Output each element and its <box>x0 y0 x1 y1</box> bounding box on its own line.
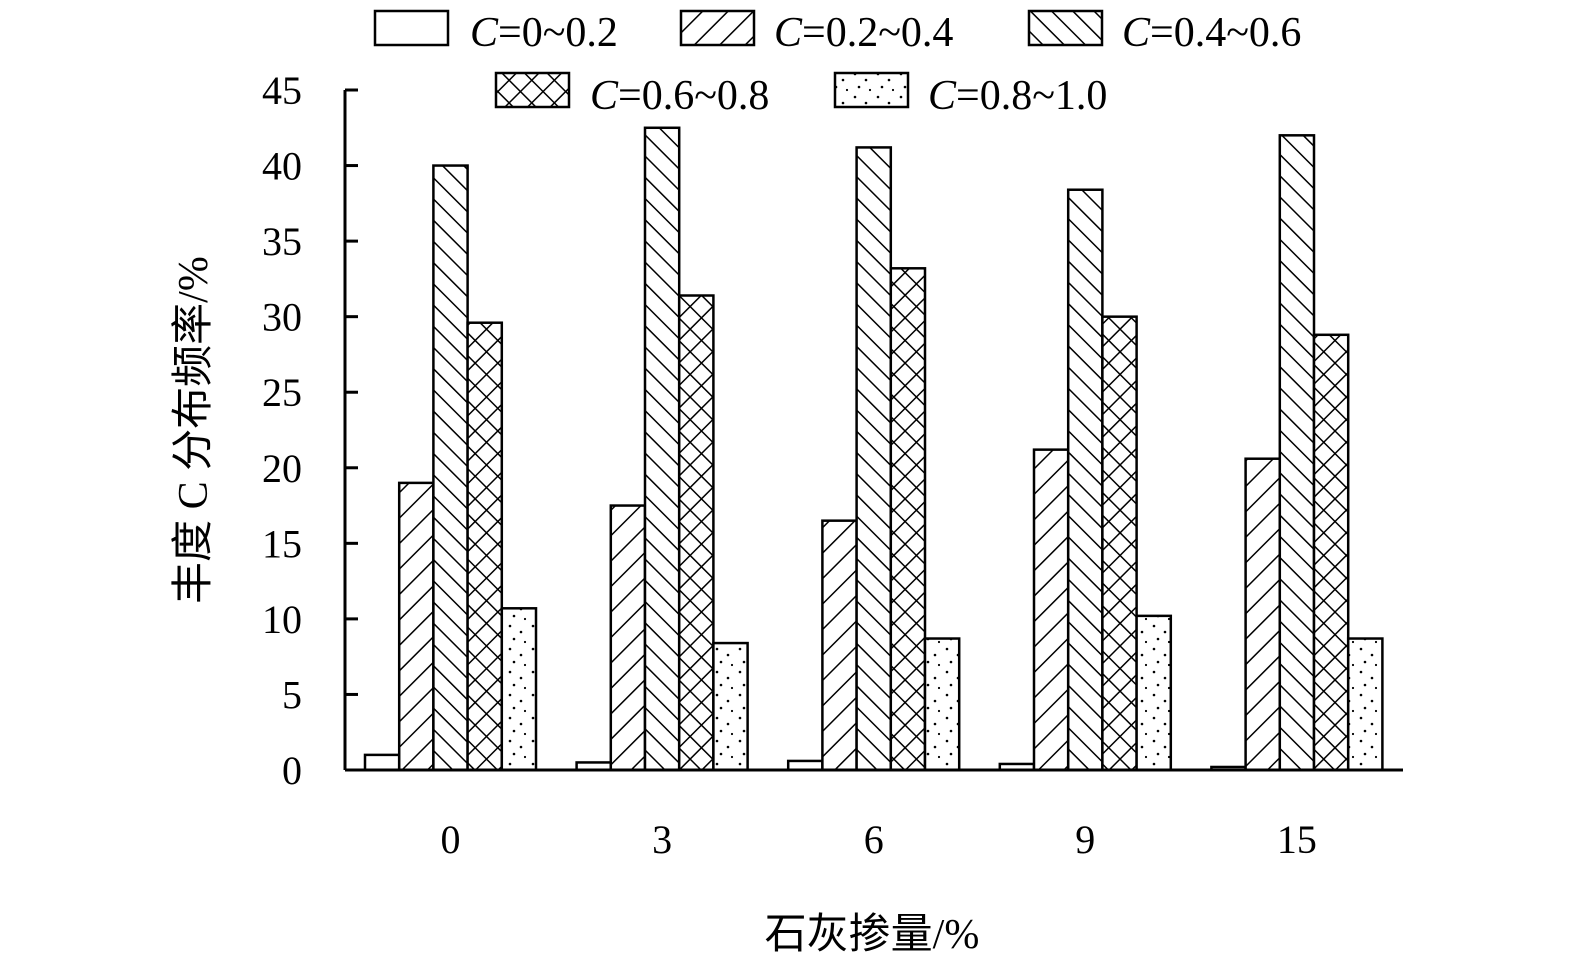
bar <box>1135 614 1173 772</box>
legend-swatch <box>494 71 571 109</box>
bar <box>712 641 749 772</box>
x-tick-label: 9 <box>1075 817 1095 862</box>
legend-label-suffix: =0.2~0.4 <box>802 10 953 56</box>
legend-item: C=0~0.2 <box>373 9 618 56</box>
bar <box>1066 188 1104 772</box>
bar <box>889 267 927 772</box>
legend-item: C=0.6~0.8 <box>494 71 769 119</box>
y-tick-label: 10 <box>262 597 302 642</box>
y-tick-label: 5 <box>282 672 302 717</box>
bar <box>1101 315 1138 772</box>
y-ticks: 0 5 10 15 20 25 30 35 40 45 <box>262 68 358 793</box>
bar <box>397 481 435 772</box>
legend-item: C=0.2~0.4 <box>679 9 953 56</box>
legend-label: C=0.2~0.4 <box>774 10 953 56</box>
legend-label-prefix: C <box>928 73 957 119</box>
x-tick-label: 3 <box>652 817 672 862</box>
legend-label-prefix: C <box>1122 10 1151 56</box>
y-tick-label: 30 <box>262 295 302 340</box>
x-tick-label: 0 <box>441 817 461 862</box>
legend-label-prefix: C <box>774 10 803 56</box>
legend-swatch <box>679 9 756 47</box>
legend-item: C=0.8~1.0 <box>833 71 1107 119</box>
legend-label-prefix: C <box>590 73 619 119</box>
bar <box>923 637 961 772</box>
bar <box>466 321 504 772</box>
legend-label: C=0.4~0.6 <box>1122 10 1301 56</box>
x-ticks: 0 3 6 9 15 <box>441 817 1317 862</box>
legend-label-prefix: C <box>470 10 499 56</box>
legend-swatch <box>833 71 910 109</box>
x-tick-label: 15 <box>1277 817 1317 862</box>
bar <box>1312 333 1350 772</box>
bar <box>855 146 893 772</box>
y-tick-label: 40 <box>262 144 302 189</box>
bar <box>643 126 681 772</box>
bar <box>500 607 538 772</box>
legend-label-suffix: =0.4~0.6 <box>1150 10 1301 56</box>
y-tick-label: 20 <box>262 446 302 491</box>
bar <box>1278 134 1316 772</box>
legend-swatch <box>373 9 450 47</box>
legend-label: C=0.6~0.8 <box>590 73 769 119</box>
legend-swatch <box>1027 9 1104 47</box>
bar <box>432 164 469 772</box>
y-tick-label: 15 <box>262 521 302 566</box>
legend-label-suffix: =0~0.2 <box>498 10 618 56</box>
y-tick-label: 35 <box>262 219 302 264</box>
y-tick-label: 0 <box>282 748 302 793</box>
bar <box>1032 448 1070 772</box>
bar <box>1346 637 1384 772</box>
legend-label-suffix: =0.8~1.0 <box>956 73 1107 119</box>
legend-label: C=0.8~1.0 <box>928 73 1107 119</box>
bar <box>677 294 715 772</box>
bar <box>609 504 647 772</box>
x-axis-title: 石灰掺量/% <box>765 911 980 958</box>
bar <box>821 519 858 772</box>
y-tick-label: 25 <box>262 370 302 415</box>
y-tick-label: 45 <box>262 68 302 113</box>
legend-item: C=0.4~0.6 <box>1027 9 1301 56</box>
bars <box>363 126 1384 772</box>
axes <box>343 90 1403 772</box>
bar <box>363 753 401 772</box>
legend-label: C=0~0.2 <box>470 10 618 56</box>
x-tick-label: 6 <box>864 817 884 862</box>
bar <box>1244 457 1282 772</box>
legend-label-suffix: =0.6~0.8 <box>618 73 769 119</box>
legend: C=0~0.2 C=0.2~0.4 C=0.4~0.6C=0.6~0.8 C=0.8~… <box>373 9 1301 119</box>
y-axis-title: 丰度 C 分布频率/% <box>170 256 217 604</box>
